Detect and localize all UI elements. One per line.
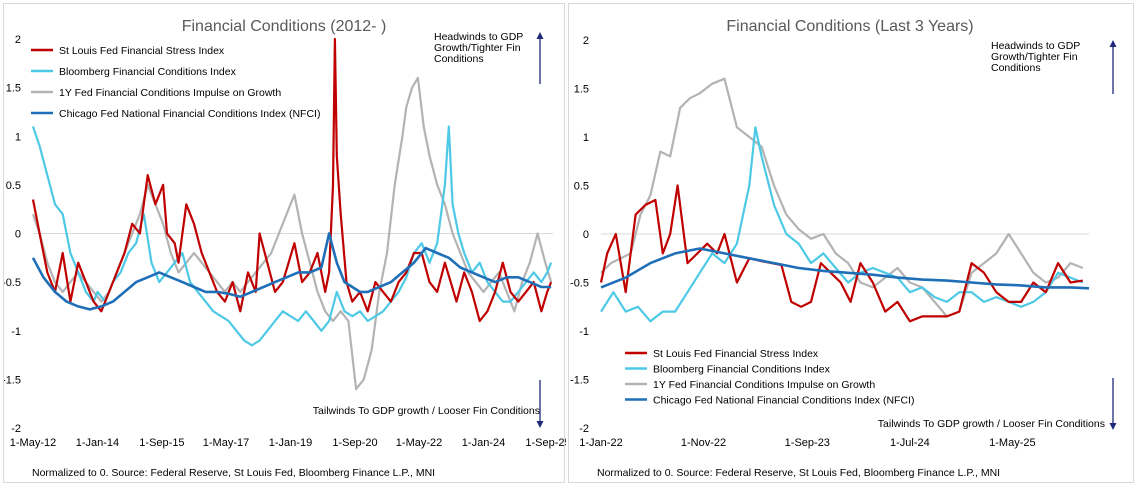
headwinds-annotation: Growth/Tighter Fin bbox=[434, 42, 521, 54]
series-line-blue bbox=[600, 247, 1090, 290]
x-tick-label: 1-Jan-14 bbox=[76, 437, 119, 449]
legend-label: Chicago Fed National Financial Condition… bbox=[653, 395, 914, 407]
series-line-blue bbox=[31, 232, 552, 311]
legend-label: 1Y Fed Financial Conditions Impulse on G… bbox=[59, 87, 281, 99]
y-tick-label: 0 bbox=[15, 229, 21, 241]
x-tick-label: 1-Sep-25 bbox=[525, 437, 566, 449]
y-tick-label: 0 bbox=[583, 229, 589, 241]
y-tick-label: -1.5 bbox=[4, 374, 21, 386]
x-tick-label: 1-May-25 bbox=[989, 437, 1035, 449]
series-line-cyan bbox=[31, 125, 553, 347]
y-tick-label: -1.5 bbox=[570, 375, 589, 387]
headwinds-annotation: Headwinds to GDP bbox=[991, 40, 1080, 52]
arrow-up-icon bbox=[536, 32, 544, 39]
x-tick-label: 1-Jan-24 bbox=[462, 437, 505, 449]
headwinds-annotation: Conditions bbox=[991, 62, 1041, 74]
x-tick-label: 1-May-17 bbox=[203, 437, 249, 449]
source-note: Normalized to 0. Source: Federal Reserve… bbox=[597, 467, 1000, 479]
x-tick-label: 1-Nov-22 bbox=[681, 437, 726, 449]
legend-label: Chicago Fed National Financial Condition… bbox=[59, 108, 320, 120]
x-tick-label: 1-May-12 bbox=[10, 437, 56, 449]
legend-label: St Louis Fed Financial Stress Index bbox=[653, 348, 819, 360]
chart-left: Financial Conditions (2012- ) 2 1.5 1 0.5 0 -0… bbox=[4, 18, 566, 479]
x-tick-label: 1-Sep-15 bbox=[139, 437, 184, 449]
x-tick-label: 1-Jan-22 bbox=[579, 437, 622, 449]
arrow-up-icon bbox=[1109, 40, 1117, 47]
series-line-gray bbox=[600, 77, 1084, 318]
series-line-red bbox=[31, 37, 553, 323]
legend-label: 1Y Fed Financial Conditions Impulse on G… bbox=[653, 379, 875, 391]
chart-panel-right: Financial Conditions (Last 3 Years) 2 1.5 1… bbox=[568, 3, 1134, 483]
y-tick-label: -0.5 bbox=[570, 278, 589, 290]
y-tick-label: 1.5 bbox=[574, 84, 589, 96]
y-tick-label: -2 bbox=[11, 423, 21, 435]
series-line-cyan bbox=[600, 126, 1084, 323]
x-tick-label: 1-Sep-20 bbox=[332, 437, 377, 449]
y-tick-label: -1 bbox=[579, 326, 589, 338]
arrow-down-icon bbox=[536, 421, 544, 428]
arrow-down-icon bbox=[1109, 423, 1117, 430]
x-tick-label: 1-Sep-23 bbox=[785, 437, 830, 449]
y-tick-label: 2 bbox=[15, 34, 21, 46]
chart-title: Financial Conditions (2012- ) bbox=[182, 18, 387, 35]
y-tick-label: 2 bbox=[583, 35, 589, 47]
x-tick-label: 1-May-22 bbox=[396, 437, 442, 449]
y-tick-label: -1 bbox=[11, 326, 21, 338]
legend-label: Bloomberg Financial Conditions Index bbox=[59, 66, 237, 78]
y-tick-label: -0.5 bbox=[4, 277, 21, 289]
y-tick-label: 0.5 bbox=[574, 181, 589, 193]
y-tick-label: -2 bbox=[579, 423, 589, 435]
y-tick-label: 0.5 bbox=[6, 180, 21, 192]
headwinds-annotation: Headwinds to GDP bbox=[434, 31, 523, 43]
headwinds-annotation: Conditions bbox=[434, 53, 484, 65]
y-tick-label: 1.5 bbox=[6, 83, 21, 95]
x-tick-label: 1-Jul-24 bbox=[890, 437, 930, 449]
headwinds-annotation: Growth/Tighter Fin bbox=[991, 51, 1078, 63]
chart-panel-left: Financial Conditions (2012- ) 2 1.5 1 0.5 0 -0… bbox=[3, 3, 566, 483]
x-tick-label: 1-Jan-19 bbox=[269, 437, 312, 449]
tailwinds-annotation: Tailwinds To GDP growth / Looser Fin Con… bbox=[313, 405, 540, 417]
y-tick-label: 1 bbox=[583, 132, 589, 144]
source-note: Normalized to 0. Source: Federal Reserve… bbox=[32, 467, 435, 479]
legend-label: St Louis Fed Financial Stress Index bbox=[59, 45, 225, 57]
chart-title: Financial Conditions (Last 3 Years) bbox=[726, 18, 973, 35]
legend-label: Bloomberg Financial Conditions Index bbox=[653, 364, 831, 376]
chart-right: Financial Conditions (Last 3 Years) 2 1.5 1… bbox=[570, 18, 1117, 479]
tailwinds-annotation: Tailwinds To GDP growth / Looser Fin Con… bbox=[878, 418, 1105, 430]
y-tick-label: 1 bbox=[15, 131, 21, 143]
series-line-red bbox=[599, 184, 1083, 323]
